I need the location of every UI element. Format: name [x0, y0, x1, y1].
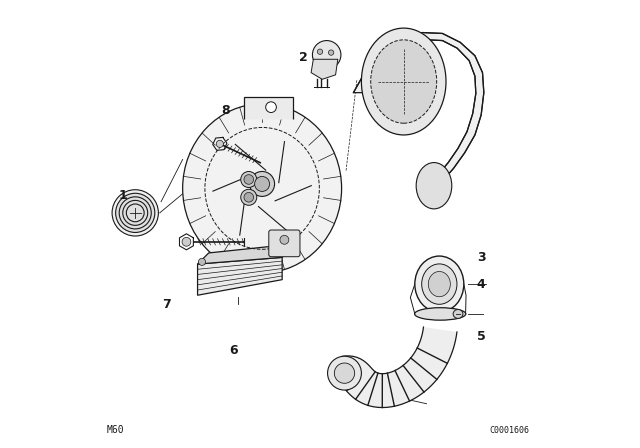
FancyBboxPatch shape — [269, 230, 300, 257]
Circle shape — [250, 172, 275, 196]
Text: 5: 5 — [477, 330, 486, 343]
Text: 4: 4 — [477, 278, 486, 291]
Polygon shape — [198, 258, 282, 295]
Polygon shape — [311, 59, 338, 79]
Ellipse shape — [182, 104, 342, 273]
Ellipse shape — [415, 308, 466, 320]
Circle shape — [241, 189, 257, 205]
Ellipse shape — [415, 256, 464, 312]
Circle shape — [317, 49, 323, 54]
Ellipse shape — [416, 163, 452, 209]
Circle shape — [244, 175, 253, 184]
Polygon shape — [353, 33, 484, 189]
Text: 3: 3 — [477, 251, 486, 264]
Circle shape — [328, 356, 362, 390]
Circle shape — [112, 190, 158, 236]
Circle shape — [328, 50, 334, 55]
Polygon shape — [244, 97, 293, 119]
Circle shape — [266, 102, 276, 112]
Ellipse shape — [371, 40, 436, 123]
Circle shape — [334, 363, 355, 383]
Circle shape — [312, 41, 341, 69]
Text: 1: 1 — [119, 189, 127, 202]
Circle shape — [255, 177, 269, 191]
Polygon shape — [342, 327, 457, 408]
Text: 6: 6 — [229, 345, 237, 358]
Polygon shape — [198, 244, 293, 264]
Text: 8: 8 — [221, 104, 230, 117]
Text: 2: 2 — [299, 51, 308, 64]
Circle shape — [182, 237, 191, 246]
Ellipse shape — [453, 310, 463, 319]
Circle shape — [280, 235, 289, 244]
Circle shape — [241, 172, 257, 188]
Text: 7: 7 — [162, 297, 171, 310]
Ellipse shape — [422, 264, 457, 304]
Circle shape — [116, 193, 155, 233]
Ellipse shape — [362, 28, 446, 135]
Ellipse shape — [428, 271, 451, 297]
Circle shape — [216, 140, 223, 147]
Text: C0001606: C0001606 — [489, 426, 529, 435]
Circle shape — [244, 193, 253, 202]
Circle shape — [198, 258, 205, 265]
Text: M60: M60 — [106, 425, 124, 435]
